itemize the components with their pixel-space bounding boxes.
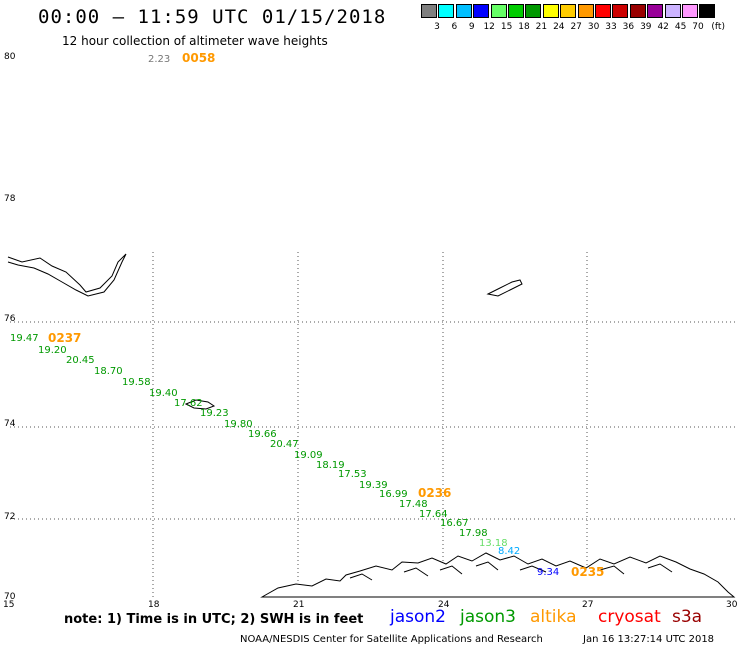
wave-reading: 18.70 — [94, 366, 123, 377]
wave-reading: 16.67 — [440, 518, 469, 529]
lat-label: 72 — [4, 512, 16, 522]
lon-label: 21 — [293, 600, 305, 610]
wave-reading: 8.42 — [498, 546, 521, 557]
wave-reading: 17.48 — [399, 499, 428, 510]
lat-label: 76 — [4, 314, 16, 324]
legend-swatch — [542, 4, 559, 18]
map-subtitle: 12 hour collection of altimeter wave hei… — [62, 34, 328, 48]
legend-label: 3 — [434, 22, 440, 32]
legend-label: 30 — [587, 22, 600, 32]
legend-swatch — [525, 4, 542, 18]
legend-label: 70 — [692, 22, 704, 32]
satellite-name: altika — [530, 607, 577, 627]
legend-swatch — [421, 4, 437, 18]
legend-swatch — [612, 4, 629, 18]
map-title: 00:00 – 11:59 UTC 01/15/2018 — [38, 6, 387, 28]
wave-reading: 17.62 — [174, 398, 203, 409]
wave-reading: 19.66 — [248, 429, 277, 440]
wave-reading: 20.45 — [66, 355, 95, 366]
norway-coastline — [260, 552, 736, 598]
legend-swatch — [664, 4, 681, 18]
legend-swatch — [629, 4, 646, 18]
wave-reading: 19.39 — [359, 480, 388, 491]
legend-swatch — [508, 4, 524, 18]
generation-timestamp: Jan 16 13:27:14 UTC 2018 — [583, 634, 715, 645]
legend-swatch — [647, 4, 664, 18]
wave-reading: 13.18 — [479, 538, 508, 549]
wave-reading: 17.98 — [459, 528, 488, 539]
lon-label: 15 — [3, 600, 15, 610]
norway-fjords — [349, 561, 673, 581]
wave-reading: 16.99 — [379, 489, 408, 500]
time-mark: 0236 — [418, 486, 452, 500]
legend-swatch — [595, 4, 611, 18]
legend-label: 42 — [657, 22, 669, 32]
legend-label: 39 — [640, 22, 652, 32]
wave-reading: 19.47 — [10, 333, 39, 344]
lon-label: 30 — [726, 600, 738, 610]
satellite-name: jason2 — [390, 607, 446, 627]
time-mark: 0235 — [571, 565, 605, 579]
wave-reading: 19.23 — [200, 408, 229, 419]
top-time-mark: 0058 — [182, 51, 216, 65]
legend-swatch — [560, 4, 577, 18]
wave-reading: 19.40 — [149, 388, 178, 399]
lon-label: 18 — [148, 600, 160, 610]
wave-reading: 17.64 — [419, 509, 448, 520]
svalbard-coastline — [7, 253, 127, 297]
satellite-name: jason3 — [460, 607, 516, 627]
legend-label: 45 — [674, 22, 687, 32]
legend-label: 33 — [605, 22, 617, 32]
wave-reading: 19.09 — [294, 450, 323, 461]
legend-label: 21 — [535, 22, 548, 32]
legend-swatch — [682, 4, 698, 18]
legend-unit: (ft) — [711, 22, 725, 32]
legend-swatch — [455, 4, 472, 18]
top-wave-reading: 2.23 — [148, 54, 171, 65]
legend-swatch — [473, 4, 490, 18]
legend-swatch — [490, 4, 507, 18]
wave-reading: 17.53 — [338, 469, 367, 480]
legend-swatch — [438, 4, 455, 18]
lat-label: 78 — [4, 194, 16, 204]
wave-reading: 18.19 — [316, 460, 345, 471]
time-mark: 0237 — [48, 331, 82, 345]
lon-label: 27 — [582, 600, 594, 610]
note-text: note: 1) Time is in UTC; 2) SWH is in fe… — [64, 612, 364, 627]
wave-reading: 19.58 — [122, 377, 151, 388]
legend-label: 6 — [451, 22, 458, 32]
legend-label: 36 — [622, 22, 635, 32]
graticule — [10, 252, 735, 598]
legend-label: 15 — [500, 22, 513, 32]
wave-reading: 9.34 — [537, 567, 560, 578]
wave-reading: 20.47 — [270, 439, 299, 450]
lat-label: 80 — [4, 52, 16, 62]
lat-label: 74 — [4, 419, 16, 429]
kong-karls-land-coastline — [486, 279, 523, 297]
lat-label: 70 — [4, 592, 16, 602]
legend-swatch — [577, 4, 594, 18]
satellite-name: cryosat — [598, 607, 661, 627]
credit-text: NOAA/NESDIS Center for Satellite Applica… — [240, 634, 543, 645]
wave-reading: 19.80 — [224, 419, 253, 430]
wave-reading: 19.20 — [38, 345, 67, 356]
lon-label: 24 — [438, 600, 450, 610]
legend-label: 9 — [468, 22, 475, 32]
legend-label: 18 — [518, 22, 530, 32]
legend-label: 27 — [570, 22, 582, 32]
legend-label: 24 — [553, 22, 565, 32]
bear-island-coastline — [184, 399, 216, 410]
legend-swatch — [699, 4, 716, 18]
legend-label: 12 — [483, 22, 495, 32]
satellite-name: s3a — [672, 607, 703, 627]
